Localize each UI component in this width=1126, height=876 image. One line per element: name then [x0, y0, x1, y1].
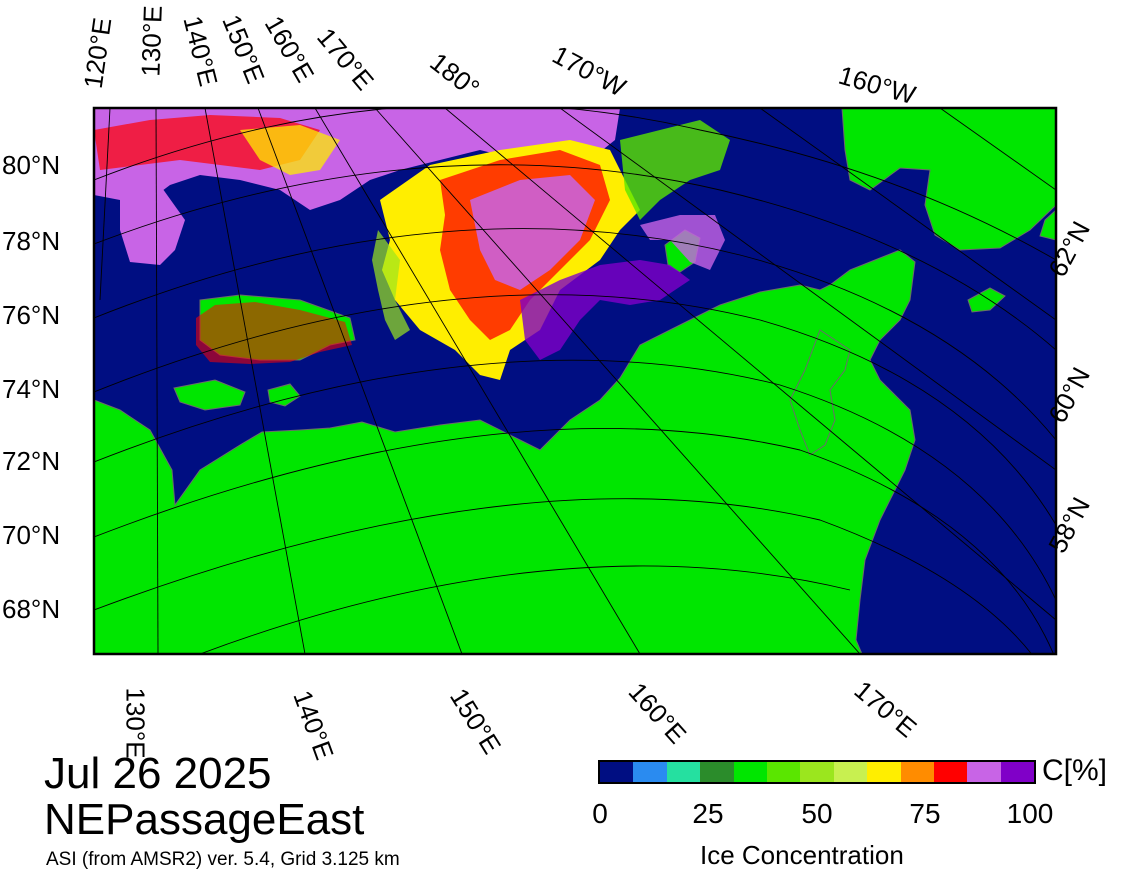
- sea-ice-island-ring: [196, 302, 352, 364]
- colorbar-segment-1: [633, 762, 667, 782]
- sea-ice-dark-purple: [520, 260, 690, 360]
- meridian-170e: [374, 108, 861, 654]
- parallel-72n: [94, 359, 1056, 601]
- colorbar-unit: C[%]: [1042, 754, 1108, 787]
- lat-label-78n: 78°N: [2, 226, 61, 256]
- meridian-160w: [759, 108, 1056, 321]
- colorbar-segment-9: [900, 762, 934, 782]
- parallel-76n: [94, 228, 1056, 441]
- meridian-160e: [314, 108, 641, 654]
- region-title: NEPassageEast: [44, 795, 365, 844]
- land-lyakhovsky-island: [173, 379, 246, 411]
- parallel-68n: [94, 498, 1033, 654]
- colorbar-segment-5: [766, 762, 801, 782]
- date-title: Jul 26 2025: [44, 749, 272, 798]
- land-small-island: [267, 383, 301, 407]
- meridian-150w: [939, 108, 1056, 191]
- sea-ice-north-green: [620, 120, 730, 220]
- land-alaska-coast: [1039, 209, 1056, 241]
- colorbar-segment-2: [666, 762, 701, 782]
- lat-label-72n: 72°N: [2, 446, 61, 476]
- colorbar-segment-10: [933, 762, 968, 782]
- lat-label-80n: 80°N: [2, 150, 61, 180]
- sea-ice-west-yellow: [240, 125, 340, 175]
- land-alaska: [841, 108, 1056, 251]
- lon-bottom-label-130e: 130°E: [120, 687, 151, 759]
- parallel-74n: [94, 294, 1056, 526]
- colorbar-segment-7: [833, 762, 868, 782]
- colorbar-tick-75: 75: [909, 798, 941, 829]
- meridian-140e: [204, 108, 306, 654]
- land-st-lawrence-island: [967, 287, 1006, 313]
- parallel-70n: [94, 428, 1054, 654]
- colorbar-segment-0: [600, 762, 634, 782]
- data-source-note: ASI (from AMSR2) ver. 5.4, Grid 3.125 km: [46, 849, 400, 870]
- lat-label-76n: 76°N: [2, 300, 61, 330]
- sea-ice-pack-purple-core: [470, 175, 595, 290]
- lat-label-74n: 74°N: [2, 374, 61, 404]
- lat-label-70n: 70°N: [2, 520, 61, 550]
- sea-ice-purple-strip: [120, 185, 185, 265]
- graticule: [94, 108, 1056, 654]
- parallel-80n: [94, 108, 1056, 261]
- parallel-66n: [199, 565, 851, 654]
- meridian-170w: [559, 108, 1056, 471]
- land-siberia: [94, 249, 916, 654]
- colorbar-segment-3: [700, 762, 734, 782]
- ice-concentration-colorbar: [598, 760, 1036, 784]
- meridian-130e: [155, 108, 159, 654]
- colorbar-segment-11: [967, 762, 1001, 782]
- lat-label-68n: 68°N: [2, 594, 61, 624]
- colorbar-segment-8: [867, 762, 901, 782]
- lon-top-label-130e: 130°E: [135, 4, 168, 78]
- meridian-180: [444, 108, 1056, 621]
- colorbar-tick-100: 100: [1006, 798, 1054, 829]
- meridian-150e: [257, 108, 463, 654]
- parallel-78n: [94, 164, 1056, 351]
- colorbar-segment-6: [800, 762, 834, 782]
- colorbar-segment-12: [1000, 762, 1035, 782]
- colorbar-segment-4: [733, 762, 767, 782]
- colorbar-tick-0: 0: [592, 798, 608, 829]
- colorbar-tick-50: 50: [801, 798, 833, 829]
- map-frame: [92, 106, 1058, 656]
- colorbar-tick-25: 25: [692, 798, 724, 829]
- sea-ice-pack-green: [372, 230, 410, 340]
- colorbar-title: Ice Concentration: [700, 840, 904, 870]
- meridian-120e: [99, 108, 111, 301]
